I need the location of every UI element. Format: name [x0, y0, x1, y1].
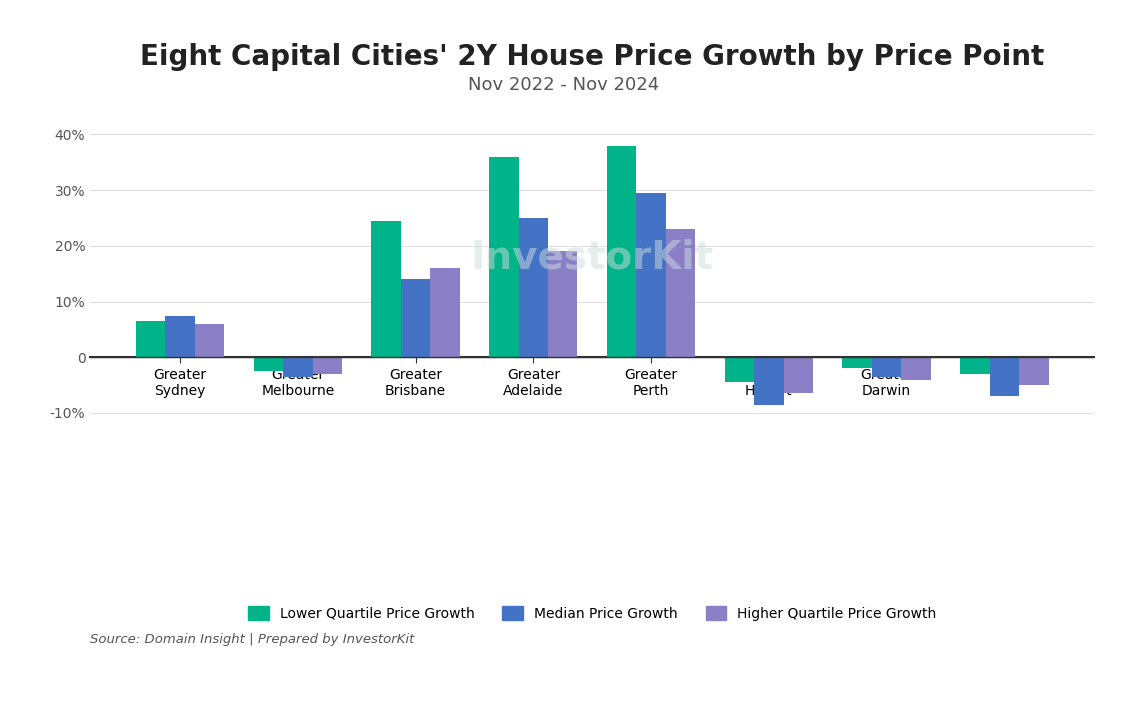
- Bar: [430, 268, 460, 357]
- Bar: [843, 357, 872, 368]
- Bar: [1019, 357, 1049, 385]
- Legend: Lower Quartile Price Growth, Median Price Growth, Higher Quartile Price Growth: Lower Quartile Price Growth, Median Pric…: [240, 599, 944, 628]
- Bar: [400, 279, 430, 357]
- Text: InvestorKit: InvestorKit: [470, 238, 714, 276]
- Bar: [960, 357, 989, 374]
- Bar: [724, 357, 755, 383]
- Bar: [548, 252, 578, 357]
- Bar: [784, 357, 813, 393]
- Bar: [312, 357, 342, 374]
- Bar: [989, 357, 1019, 396]
- Bar: [371, 221, 400, 357]
- Bar: [607, 146, 636, 357]
- Text: Source: Domain Insight | Prepared by InvestorKit: Source: Domain Insight | Prepared by Inv…: [90, 634, 415, 646]
- Bar: [636, 193, 666, 357]
- Bar: [901, 357, 931, 380]
- Bar: [490, 156, 519, 357]
- Bar: [195, 324, 224, 357]
- Bar: [755, 357, 784, 405]
- Bar: [666, 229, 695, 357]
- Bar: [872, 357, 901, 377]
- Bar: [135, 321, 166, 357]
- Bar: [519, 218, 548, 357]
- Bar: [166, 316, 195, 357]
- Title: Eight Capital Cities' 2Y House Price Growth by Price Point: Eight Capital Cities' 2Y House Price Gro…: [140, 43, 1045, 71]
- Bar: [283, 357, 312, 377]
- Bar: [254, 357, 283, 371]
- Text: Nov 2022 - Nov 2024: Nov 2022 - Nov 2024: [468, 76, 660, 95]
